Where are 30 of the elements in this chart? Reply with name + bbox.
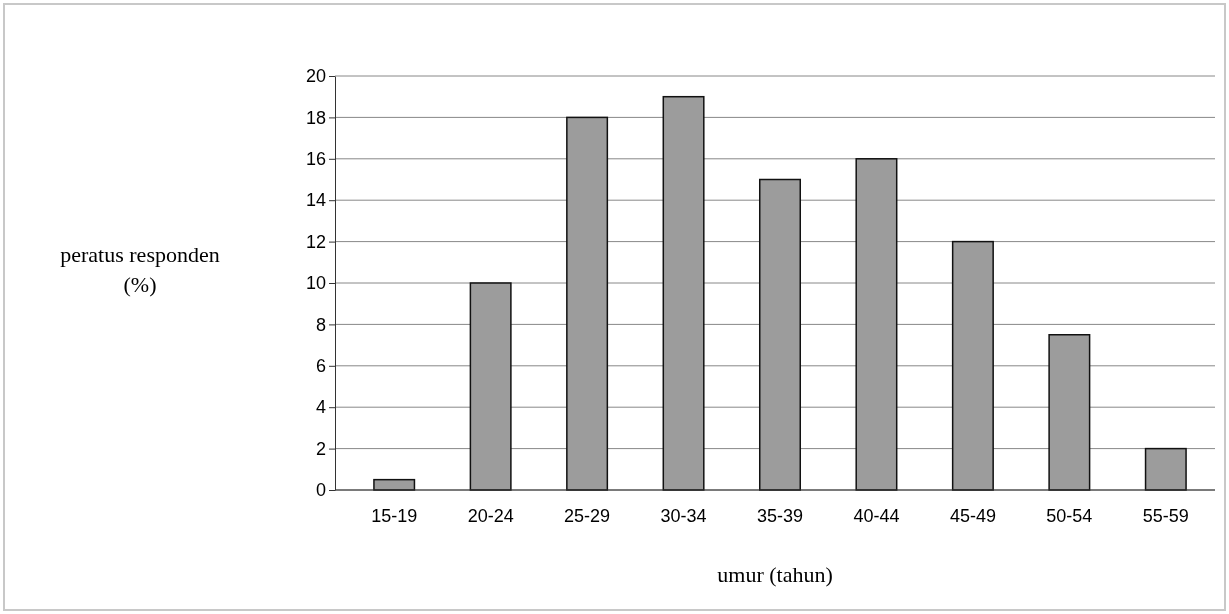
y-tick-label: 18 [305, 107, 326, 128]
x-tick-label: 15-19 [371, 505, 418, 526]
y-tick-label: 10 [305, 273, 326, 294]
y-tick-label: 20 [305, 66, 326, 87]
y-tick-label: 4 [315, 397, 326, 418]
bar [951, 240, 994, 491]
y-tick-label: 8 [315, 314, 326, 335]
y-tick-label: 16 [305, 149, 326, 170]
bar [566, 116, 609, 491]
x-tick-label: 50-54 [1046, 505, 1093, 526]
x-tick-label: 30-34 [660, 505, 707, 526]
y-tick-label: 2 [315, 438, 326, 459]
bar [1048, 334, 1091, 491]
y-tick-label: 0 [315, 480, 326, 501]
x-tick-label: 40-44 [853, 505, 900, 526]
bar [855, 158, 898, 491]
y-tick-label: 6 [315, 356, 326, 377]
y-tick-label: 12 [305, 231, 326, 252]
x-tick-label: 45-49 [949, 505, 996, 526]
x-axis-title: umur (tahun) [717, 562, 833, 587]
x-tick-label: 35-39 [756, 505, 804, 526]
y-tick-label: 14 [305, 190, 326, 211]
bar [662, 95, 705, 491]
x-tick-label: 55-59 [1142, 505, 1189, 526]
bar [469, 282, 512, 491]
bar [759, 178, 802, 491]
bar [1144, 447, 1187, 491]
y-axis-title: peratus responden (%) [60, 242, 220, 297]
x-tick-label: 20-24 [467, 505, 514, 526]
x-tick-label: 25-29 [564, 505, 611, 526]
